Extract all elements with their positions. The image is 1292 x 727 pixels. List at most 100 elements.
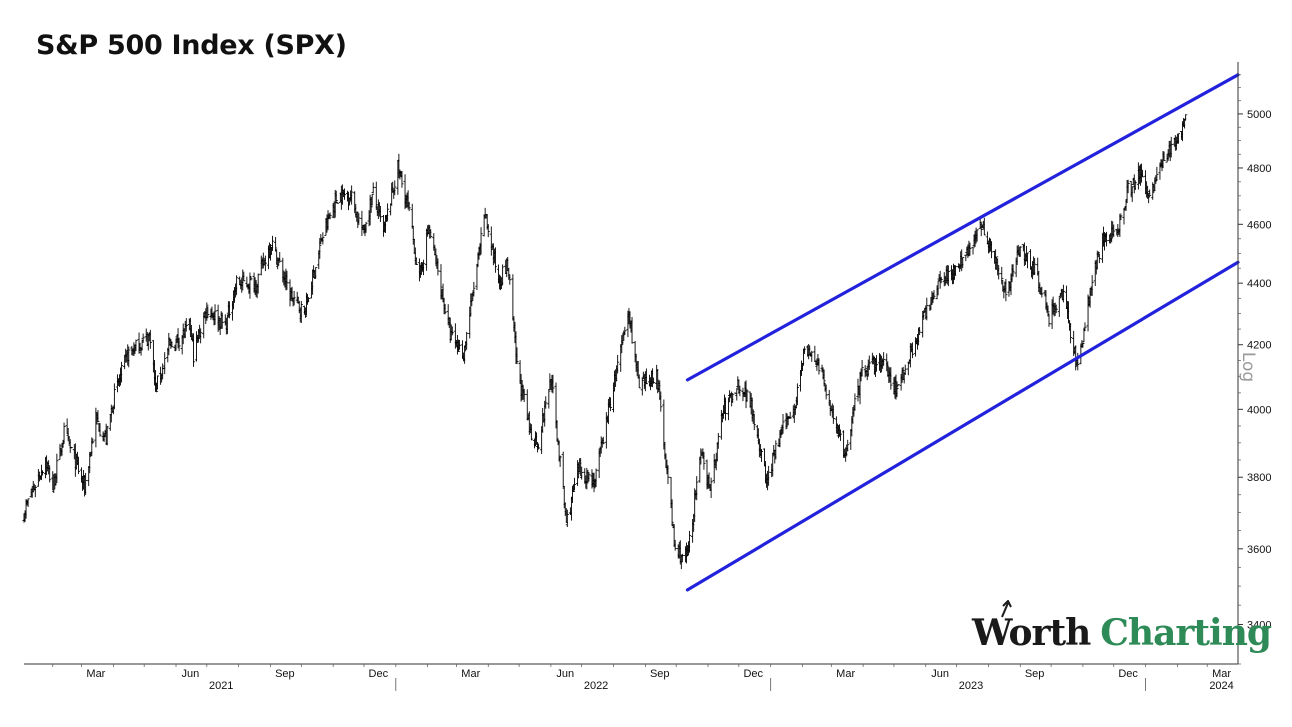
x-tick-label: Jun bbox=[931, 668, 949, 680]
price-bar bbox=[802, 346, 807, 354]
price-bar bbox=[662, 399, 666, 450]
price-bar bbox=[321, 232, 325, 245]
price-bar bbox=[1083, 322, 1087, 332]
price-bar bbox=[119, 361, 124, 383]
price-bar bbox=[968, 242, 972, 256]
price-bar bbox=[702, 451, 706, 470]
price-bar bbox=[91, 438, 95, 443]
price-bar bbox=[1130, 186, 1134, 202]
price-bar bbox=[751, 409, 755, 424]
price-bar bbox=[623, 326, 627, 335]
price-bar bbox=[680, 553, 684, 563]
trend-channel bbox=[685, 73, 1240, 592]
y-tick-label: 4400 bbox=[1247, 278, 1271, 290]
arrow-icon bbox=[1001, 600, 1012, 618]
price-bar bbox=[882, 352, 886, 366]
price-bar bbox=[62, 422, 66, 445]
price-bar bbox=[385, 203, 390, 222]
price-bar bbox=[1000, 266, 1004, 285]
price-bar bbox=[26, 498, 30, 507]
price-bar bbox=[853, 393, 857, 411]
price-bar bbox=[1140, 169, 1145, 178]
y-tick-label: 3600 bbox=[1247, 544, 1271, 556]
price-bar bbox=[731, 393, 735, 403]
y-tick-label: 4000 bbox=[1247, 404, 1271, 416]
price-bar bbox=[489, 226, 493, 256]
price-bar bbox=[889, 367, 893, 390]
price-bar bbox=[571, 484, 576, 492]
price-bar bbox=[457, 339, 462, 350]
price-bar bbox=[465, 331, 469, 350]
price-bar bbox=[1112, 224, 1116, 237]
price-bar bbox=[659, 391, 663, 412]
price-bar bbox=[1097, 253, 1101, 264]
price-bar bbox=[810, 350, 814, 362]
x-year-label: 2021 bbox=[209, 680, 233, 692]
channel-upper-line bbox=[685, 73, 1240, 382]
price-bar bbox=[314, 267, 318, 279]
price-bar bbox=[303, 307, 308, 318]
price-bar bbox=[651, 377, 656, 384]
price-bar bbox=[587, 471, 591, 482]
price-bar bbox=[752, 413, 756, 431]
x-tick-label: Mar bbox=[836, 668, 855, 680]
price-bar bbox=[508, 274, 512, 285]
price-bar bbox=[1169, 136, 1173, 158]
price-bar bbox=[364, 221, 368, 233]
price-bar bbox=[206, 306, 210, 319]
x-tick-label: Jun bbox=[556, 668, 574, 680]
price-bar bbox=[982, 217, 986, 236]
price-bar bbox=[1054, 304, 1058, 314]
price-bar bbox=[1066, 301, 1071, 324]
price-bar bbox=[580, 466, 584, 480]
price-bar bbox=[318, 238, 322, 259]
price-bar bbox=[824, 384, 828, 400]
price-bar bbox=[558, 455, 562, 467]
price-bar bbox=[608, 397, 613, 412]
x-year-label: 2023 bbox=[959, 680, 983, 692]
x-year-label: 2024 bbox=[1209, 680, 1233, 692]
price-bar bbox=[213, 304, 217, 325]
price-bar bbox=[199, 328, 203, 344]
price-bar bbox=[817, 358, 821, 375]
price-bar bbox=[918, 326, 922, 336]
price-bar bbox=[1126, 179, 1130, 194]
price-bar bbox=[184, 318, 188, 332]
price-bar bbox=[895, 381, 899, 398]
price-bar bbox=[971, 247, 975, 255]
price-bar bbox=[939, 276, 943, 284]
price-bar bbox=[925, 297, 929, 321]
price-bar bbox=[1047, 313, 1051, 327]
price-bar bbox=[475, 264, 479, 291]
price-bar bbox=[306, 297, 311, 303]
price-bar bbox=[989, 241, 994, 259]
price-bar bbox=[1004, 278, 1008, 302]
price-bar bbox=[616, 354, 620, 374]
x-tick-label: Sep bbox=[650, 668, 670, 680]
price-bar bbox=[292, 290, 296, 306]
price-bar bbox=[249, 276, 253, 281]
y-tick-label: 3400 bbox=[1247, 619, 1271, 631]
price-bar bbox=[414, 257, 418, 266]
y-tick-label: 5000 bbox=[1247, 109, 1271, 121]
price-bar bbox=[522, 388, 526, 403]
price-bar bbox=[1090, 275, 1094, 296]
price-bar bbox=[90, 437, 94, 457]
price-bar bbox=[1081, 342, 1085, 348]
price-bar bbox=[76, 456, 81, 475]
price-bar bbox=[1061, 284, 1065, 303]
price-bar bbox=[127, 346, 131, 368]
price-bar bbox=[953, 265, 958, 276]
price-bar bbox=[640, 377, 644, 396]
price-bar bbox=[759, 448, 764, 462]
price-bar bbox=[928, 304, 932, 311]
price-bar bbox=[288, 279, 292, 307]
price-bar bbox=[1118, 213, 1122, 237]
price-bar bbox=[515, 347, 519, 365]
x-tick-label: Dec bbox=[743, 668, 763, 680]
price-bar bbox=[155, 375, 160, 390]
price-bar bbox=[285, 270, 289, 290]
price-bar bbox=[723, 397, 728, 421]
log-scale-label: Log bbox=[1238, 352, 1258, 382]
chart-title: S&P 500 Index (SPX) bbox=[36, 30, 347, 61]
